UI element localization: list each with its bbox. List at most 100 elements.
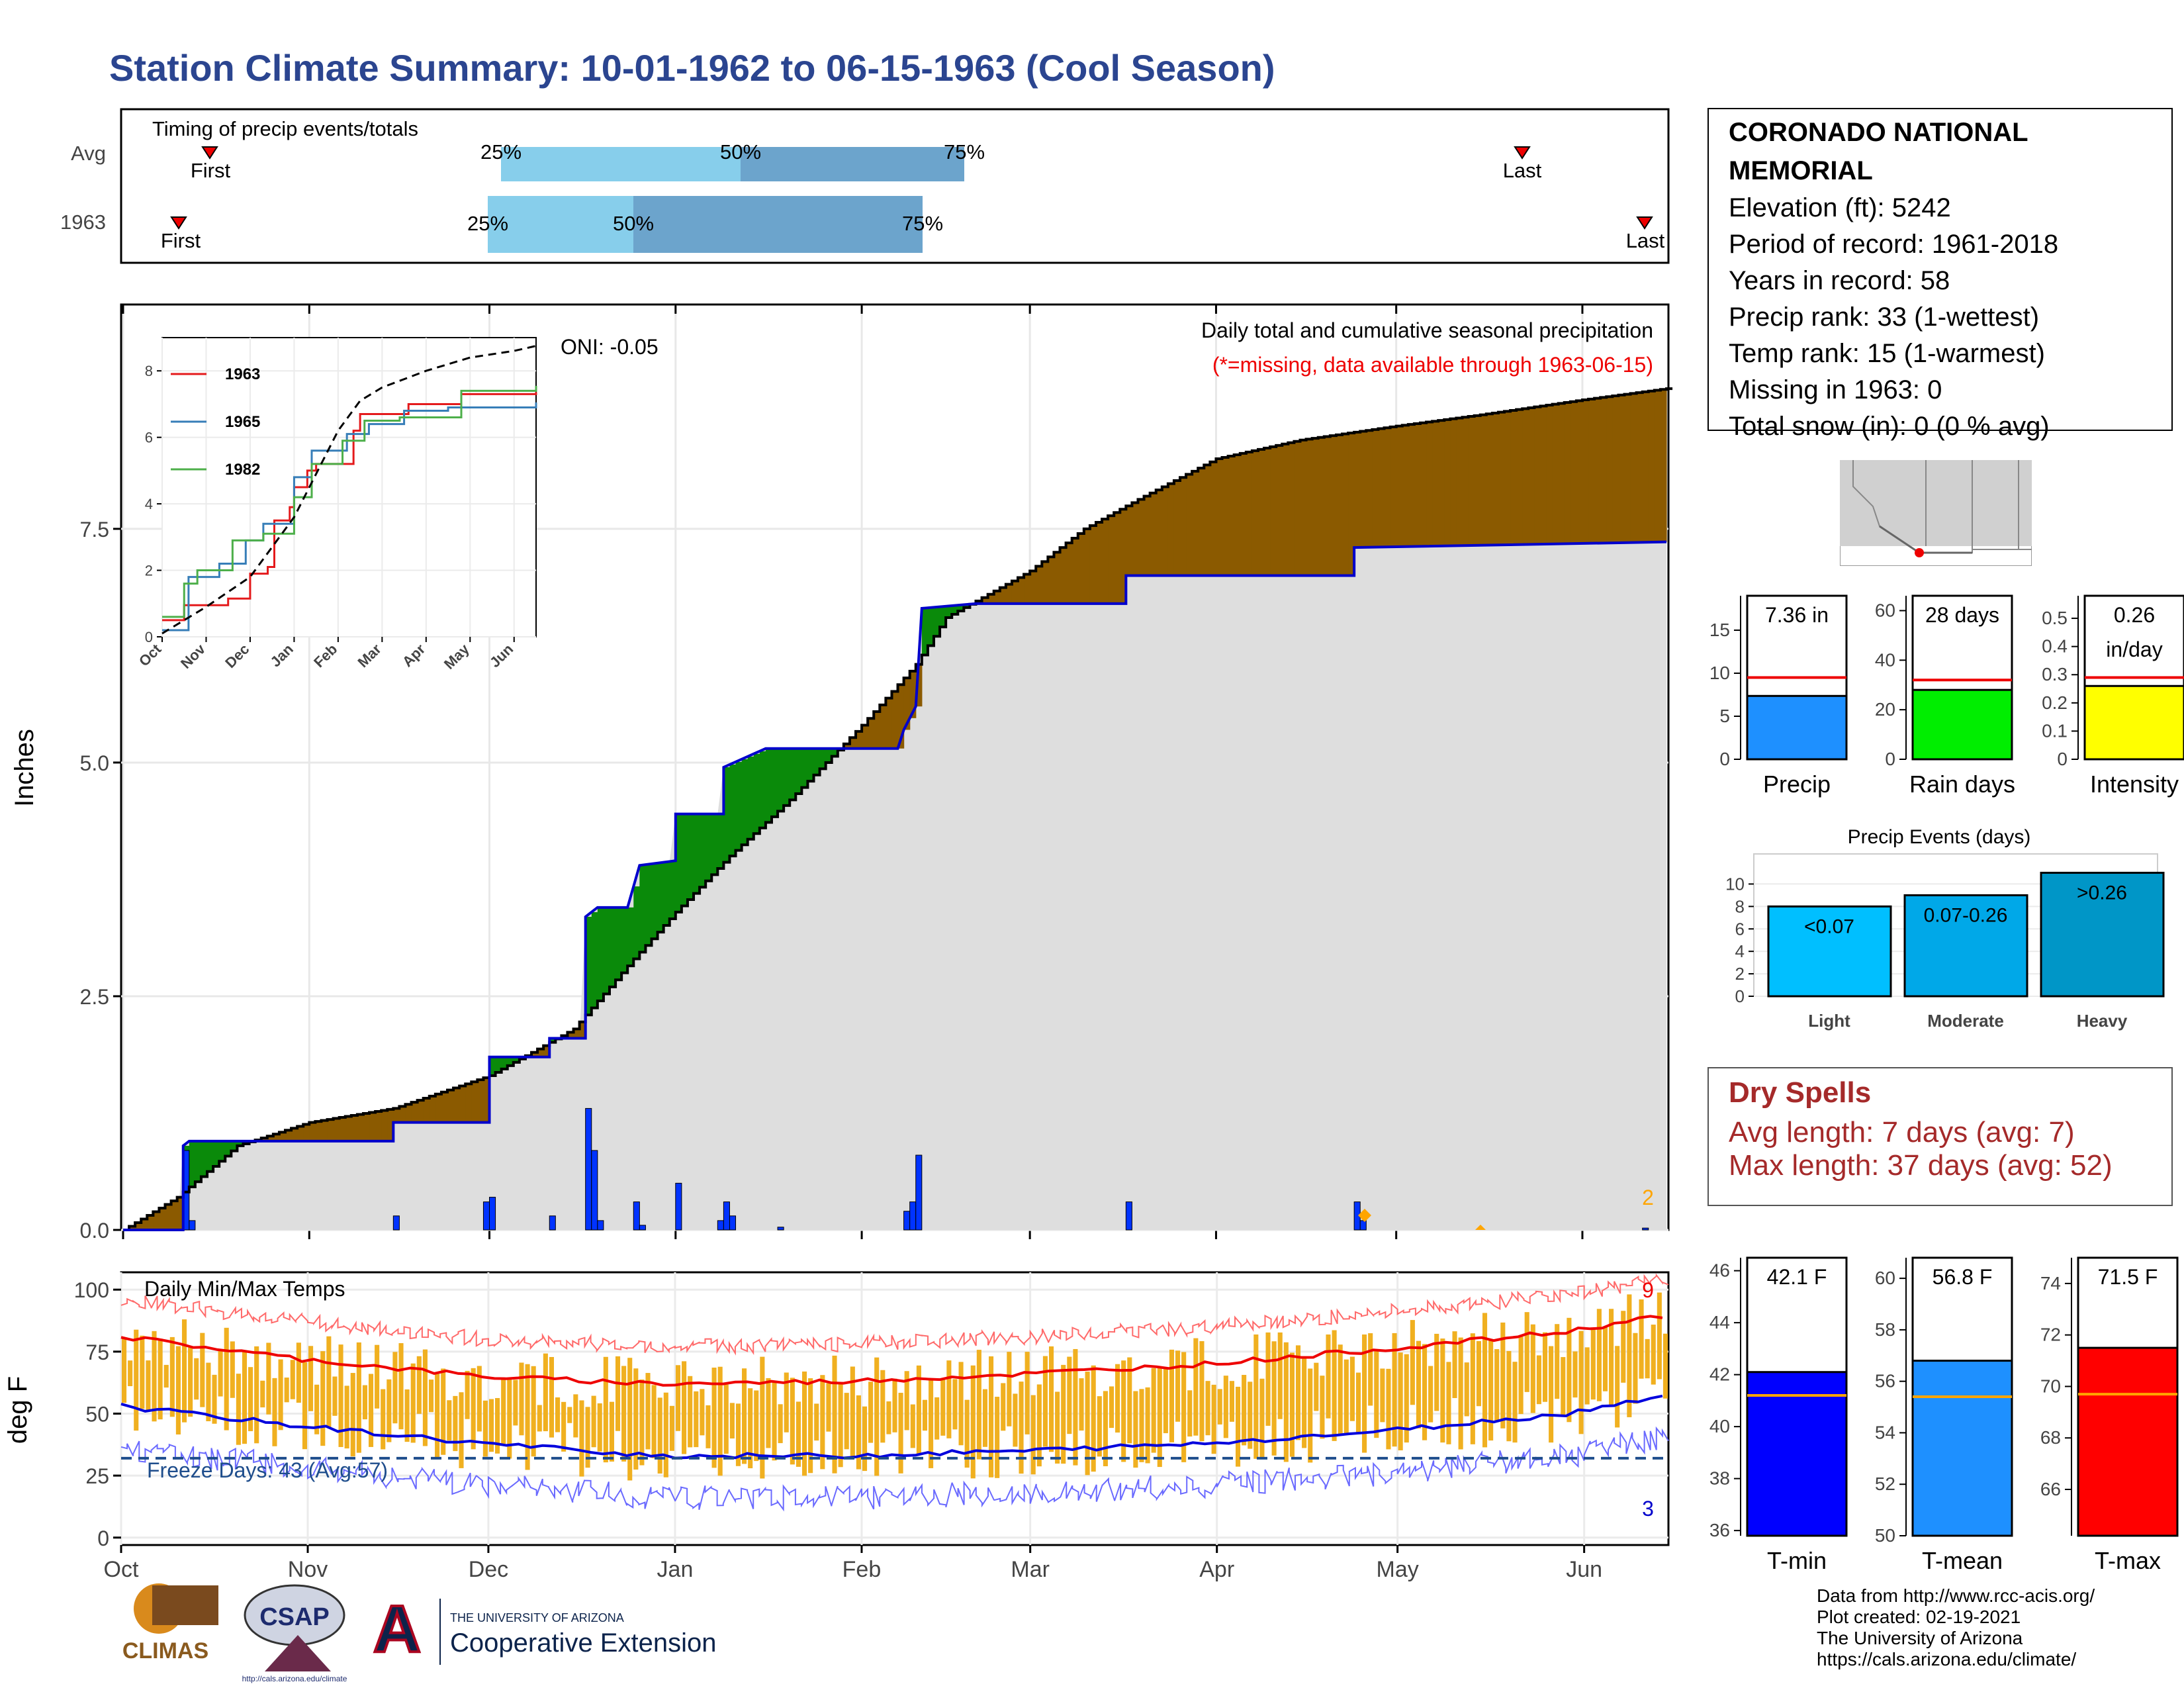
credits: Data from http://www.rcc-acis.org/ Plot …	[1817, 1585, 2095, 1670]
cold-count: 3	[1642, 1497, 1654, 1521]
daily-precip-bar	[729, 1215, 737, 1231]
deficit-segment	[363, 1113, 370, 1141]
deficit-segment	[1546, 405, 1553, 544]
csap-url: http://cals.arizona.edu/climate	[242, 1674, 347, 1683]
deficit-segment	[1528, 407, 1535, 545]
surplus-segment	[225, 1141, 232, 1156]
daily-temp-bar	[260, 1380, 265, 1408]
daily-temp-bar	[682, 1361, 687, 1454]
deficit-segment	[1342, 434, 1349, 576]
daily-temp-bar	[1500, 1322, 1506, 1429]
events-y-tick-label: 8	[1735, 896, 1745, 916]
daily-temp-bar	[1079, 1378, 1084, 1431]
surplus-segment	[790, 748, 796, 800]
temp-y-axis-label: deg F	[3, 1376, 32, 1444]
daily-temp-bar	[236, 1374, 241, 1445]
summary-bar	[2077, 1346, 2179, 1537]
daily-temp-bar	[801, 1371, 807, 1476]
timing-title: Timing of precip events/totals	[152, 117, 418, 140]
deficit-segment	[1180, 477, 1187, 576]
deficit-segment	[399, 1106, 406, 1123]
daily-temp-bar	[742, 1368, 747, 1464]
daily-temp-bar	[651, 1385, 657, 1458]
daily-temp-bar	[880, 1370, 886, 1443]
deficit-segment	[177, 1197, 184, 1230]
deficit-segment	[880, 704, 886, 749]
deficit-segment	[1270, 446, 1277, 576]
daily-temp-bar	[1494, 1349, 1500, 1423]
dry-spells-max: Max length: 37 days (avg: 52)	[1729, 1149, 2113, 1182]
daily-precip-bar	[189, 1220, 196, 1231]
surplus-segment	[615, 907, 622, 980]
daily-temp-bar	[1042, 1356, 1048, 1447]
yr-first-label: First	[161, 229, 201, 252]
surplus-segment	[237, 1141, 244, 1146]
daily-precip-bar	[777, 1227, 784, 1231]
deficit-segment	[1251, 450, 1259, 576]
daily-temp-bar	[958, 1362, 964, 1446]
deficit-segment	[1228, 455, 1235, 576]
inset-line-1963	[162, 392, 537, 622]
deficit-segment	[1336, 434, 1343, 576]
surplus-segment	[819, 748, 827, 769]
daily-temp-bar	[1007, 1352, 1012, 1427]
daily-temp-bar	[230, 1341, 235, 1398]
bar-y-tick-label: 40	[1875, 649, 1895, 670]
deficit-segment	[1480, 414, 1487, 545]
daily-temp-bar	[1524, 1312, 1529, 1392]
deficit-segment	[321, 1120, 328, 1141]
daily-temp-bar	[717, 1366, 723, 1476]
deficit-segment	[1516, 409, 1523, 545]
surplus-segment	[940, 606, 946, 628]
season-cumulative-line	[123, 540, 1667, 1231]
temp-x-tick-label: Oct	[104, 1557, 139, 1582]
daily-temp-bar	[694, 1391, 699, 1448]
event-bar	[1903, 894, 2028, 998]
station-period: Period of record: 1961-2018	[1729, 230, 2059, 259]
daily-temp-bar	[1199, 1341, 1205, 1442]
deficit-segment	[1462, 417, 1469, 546]
bar-y-tick-label: 15	[1709, 620, 1730, 640]
surplus-segment	[621, 907, 628, 973]
surplus-segment	[681, 814, 688, 906]
surplus-segment	[501, 1056, 508, 1069]
deficit-segment	[1156, 490, 1163, 576]
deficit-segment	[1204, 465, 1210, 576]
deficit-segment	[315, 1121, 322, 1141]
daily-temp-bar	[1488, 1340, 1494, 1441]
temp-y-tick-label: 0	[97, 1526, 109, 1550]
daily-temp-bar	[501, 1379, 506, 1444]
deficit-segment	[1102, 519, 1109, 604]
deficit-segment	[1630, 393, 1637, 543]
bar-y-tick-label: 40	[1709, 1416, 1730, 1436]
bar-y-tick-label: 66	[2040, 1479, 2061, 1499]
deficit-segment	[1624, 394, 1631, 543]
deficit-segment	[1083, 528, 1091, 604]
surplus-segment	[952, 606, 958, 615]
bar-y-tick-label: 0.1	[2042, 720, 2068, 741]
daily-temp-bar	[140, 1335, 145, 1409]
deficit-segment	[1474, 415, 1481, 545]
daily-temp-bar	[1048, 1346, 1054, 1452]
dry-spells-avg: Avg length: 7 days (avg: 7)	[1729, 1116, 2075, 1149]
daily-temp-bar	[1308, 1368, 1313, 1463]
climas-text: CLIMAS	[122, 1638, 208, 1664]
daily-temp-bar	[435, 1374, 440, 1458]
surplus-segment	[741, 759, 749, 845]
surplus-segment	[759, 751, 766, 828]
deficit-segment	[279, 1132, 286, 1141]
daily-temp-bar	[1567, 1317, 1572, 1423]
deficit-segment	[1372, 429, 1379, 547]
surplus-segment	[189, 1141, 196, 1188]
deficit-segment	[1312, 438, 1319, 576]
daily-temp-bar	[555, 1397, 561, 1432]
daily-temp-bar	[549, 1356, 555, 1438]
deficit-segment	[1552, 404, 1559, 544]
daily-temp-bar	[350, 1373, 355, 1457]
deficit-segment	[447, 1090, 454, 1123]
daily-temp-bar	[1368, 1333, 1373, 1406]
temp-y-tick-label: 50	[85, 1402, 109, 1426]
deficit-segment	[339, 1117, 346, 1141]
inset-y-tick-label: 8	[145, 363, 153, 379]
daily-temp-bar	[1019, 1382, 1024, 1474]
